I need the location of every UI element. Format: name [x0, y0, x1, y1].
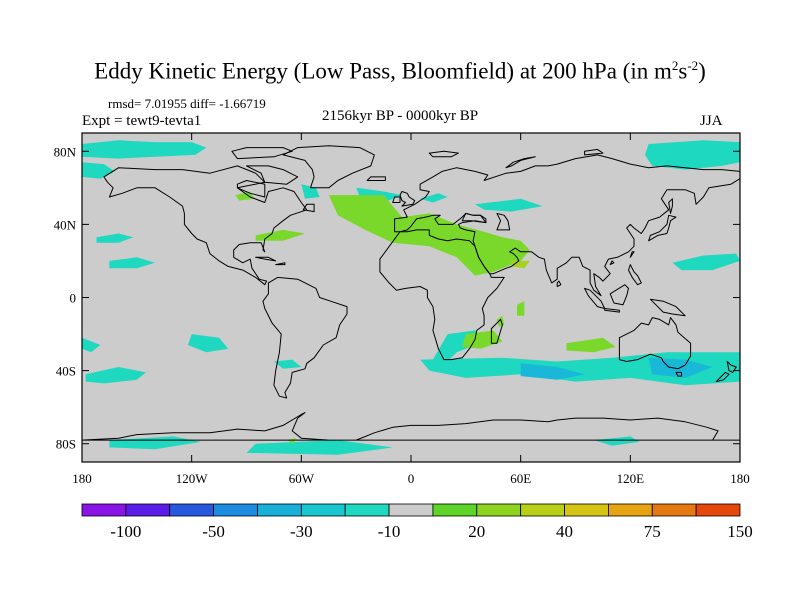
coastline-newfoundland [302, 203, 315, 213]
coastline-antarctica [82, 412, 740, 441]
coastline-cuba [255, 256, 277, 262]
colorbar-swatch [257, 503, 302, 517]
anomaly-patch [188, 334, 229, 353]
coastline-sri-lanka [556, 280, 562, 287]
coastline-tasmania [675, 371, 682, 377]
coastline-java [604, 308, 620, 313]
anomaly-patch [672, 253, 740, 271]
anomaly-patch [273, 359, 302, 369]
y-tick-label: 0 [70, 291, 77, 306]
colorbar-swatch [432, 503, 478, 517]
y-tick-label: 40N [54, 217, 77, 232]
coastline-hainan [609, 260, 615, 266]
colorbar-swatch [169, 503, 215, 517]
period-label: 2156kyr BP - 0000kyr BP [322, 108, 479, 124]
colorbar-label: -10 [378, 522, 401, 541]
y-tick-label: 40S [56, 364, 76, 379]
anomaly-patch [82, 337, 101, 353]
coastline-ellesmere [231, 147, 293, 160]
anomaly-patch [520, 363, 585, 380]
colorbar: -100 -50 -30 -10 20 40 75 150 [81, 503, 753, 541]
coastline-sakhalin [668, 198, 673, 214]
colorbar-swatch [300, 503, 346, 517]
coastline-philippines [628, 264, 642, 286]
anomaly-patch [517, 301, 525, 316]
x-tick-label: 180 [72, 471, 92, 486]
coastline-greenland [282, 145, 375, 189]
coastline-iceland [366, 176, 386, 181]
coastline-black-sea [461, 212, 487, 224]
map-background [82, 133, 740, 462]
colorbar-swatch [388, 503, 434, 517]
coastline-south-america [262, 276, 348, 399]
coastline-north-america [103, 165, 308, 286]
colorbar-label: 150 [727, 522, 753, 541]
colorbar-swatch [520, 503, 565, 517]
coastline-caspian [496, 212, 511, 231]
coastline-new-zealand-n [726, 361, 737, 373]
anomaly-patch [235, 191, 254, 201]
colorbar-label: -100 [110, 522, 141, 541]
coastline-borneo [609, 284, 629, 306]
anomaly-patch [246, 440, 393, 455]
coastline-new-zealand-s [715, 371, 730, 383]
stats-label: rmsd= 7.01955 diff= -1.66719 [108, 96, 266, 111]
coastline-baffin [246, 165, 299, 185]
colorbar-label: -50 [202, 522, 225, 541]
colorbar-label: -30 [290, 522, 313, 541]
x-tick-label: 120E [617, 471, 645, 486]
colorbar-label: 20 [468, 522, 485, 541]
anomaly-patch [85, 367, 146, 384]
coastline-taiwan [629, 251, 635, 258]
colorbar-swatch [564, 503, 609, 517]
coastline-svalbard [428, 150, 459, 158]
anomaly-patch [645, 140, 740, 170]
experiment-label: Expt = tewt9-tevta1 [82, 113, 202, 129]
figure-title: Eddy Kinetic Energy (Low Pass, Bloomfiel… [94, 58, 706, 84]
colorbar-swatch [608, 503, 653, 517]
coastline-africa [379, 229, 505, 361]
y-tick-label: 80N [54, 144, 77, 159]
colorbar-swatch [81, 503, 127, 517]
axis-ticks: 180 120W 60W 0 60E 120E 180 80N 40N 0 40S 80S [54, 133, 750, 486]
colorbar-swatch [476, 503, 522, 517]
coastline-novaya-zemlya [505, 156, 536, 169]
coastline-hispaniola [275, 262, 286, 266]
anomaly-patch [82, 140, 207, 159]
colorbar-swatch [344, 503, 390, 517]
colorbar-swatch [695, 503, 741, 517]
x-tick-label: 120W [176, 471, 209, 486]
anomaly-patch [109, 257, 156, 269]
colorbar-label: 75 [644, 522, 661, 541]
colorbar-label: 40 [556, 522, 573, 541]
coastline-uk [399, 191, 416, 207]
coastline-severnaya [584, 148, 604, 156]
colorbar-swatch [651, 503, 697, 517]
x-tick-label: 60E [510, 471, 531, 486]
coastline-hudson [236, 180, 266, 198]
coastline-madagascar [490, 318, 503, 344]
x-tick-label: 180 [730, 471, 750, 486]
coastline-australia [618, 317, 692, 370]
anomaly-patch [593, 436, 640, 446]
anomaly-patch [286, 438, 296, 444]
x-tick-label: 0 [408, 471, 415, 486]
anomaly-patch [96, 233, 134, 243]
coastline-new-guinea [649, 298, 686, 317]
coastline-japan [648, 214, 677, 242]
coastline-eurasia [394, 154, 740, 297]
colorbar-swatch [125, 503, 171, 517]
anomaly-patch [566, 337, 616, 353]
anomaly-patch [475, 198, 543, 212]
colorbar-swatch [213, 503, 258, 517]
y-tick-label: 80S [56, 437, 76, 452]
season-label: JJA [700, 113, 723, 129]
coastlines [82, 145, 740, 441]
x-tick-label: 60W [289, 471, 315, 486]
coastline-ireland [392, 196, 401, 203]
anomaly-patch [255, 229, 305, 241]
anomaly-patch [420, 193, 448, 203]
